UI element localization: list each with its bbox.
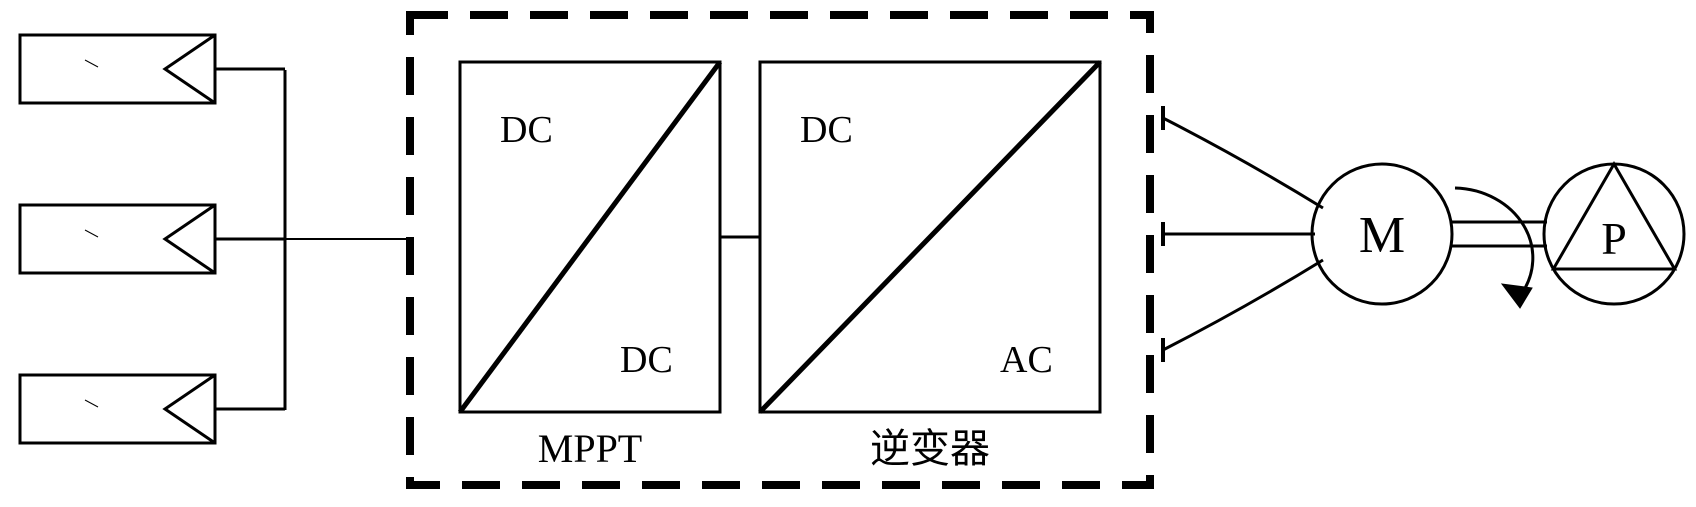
pump-label: P [1601,213,1627,264]
pv-panel-arrow-1 [165,205,215,273]
pv-tick-2 [85,400,98,407]
inverter-out-label: AC [1000,339,1053,381]
mppt-out-label: DC [620,339,673,381]
mppt-diagonal [460,62,720,412]
pv-panel-arrow-0 [165,35,215,103]
diagram-canvas: DC DC MPPT DC AC 逆变器 M P [0,0,1696,507]
mppt-in-label: DC [500,109,553,151]
pv-panel-arrow-2 [165,375,215,443]
mppt-caption: MPPT [538,426,643,471]
phase-wire-2 [1163,260,1323,350]
pv-panel-2 [20,375,215,443]
pv-panel-0 [20,35,215,103]
rotation-arc [1455,188,1533,296]
phase-wire-0 [1163,118,1323,208]
inverter-caption: 逆变器 [870,426,990,471]
pv-panel-1 [20,205,215,273]
pv-tick-0 [85,60,98,67]
motor-label: M [1359,207,1405,264]
controller-enclosure [410,15,1150,485]
inverter-in-label: DC [800,109,853,151]
pv-tick-1 [85,230,98,237]
rotation-arrowhead [1502,284,1532,308]
